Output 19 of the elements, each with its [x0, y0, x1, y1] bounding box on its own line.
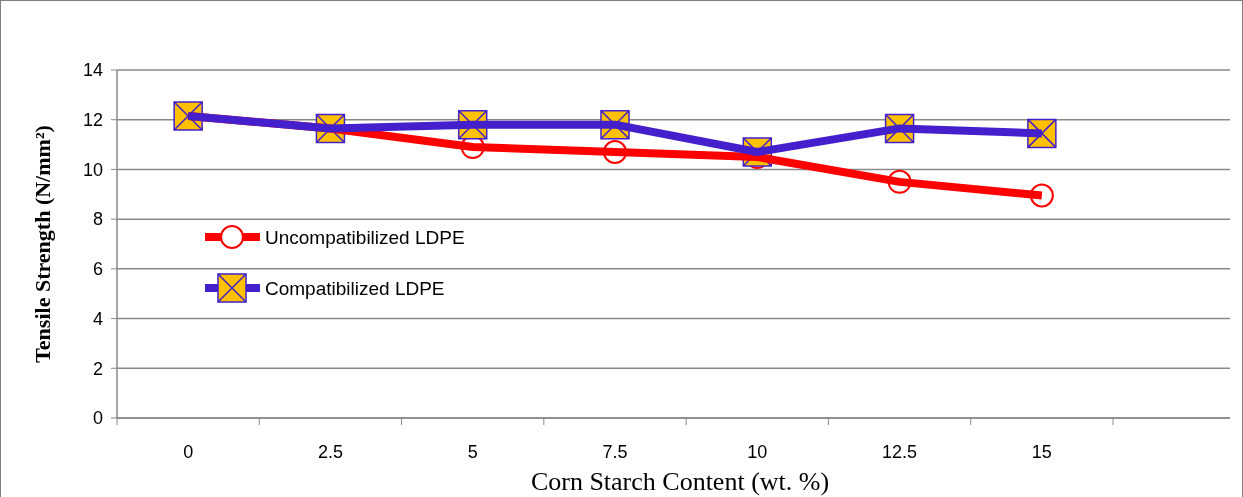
x-tick-label: 2.5	[317, 442, 343, 462]
x-axis-title: Corn Starch Content (wt. %)	[530, 467, 830, 496]
x-tick-label: 10	[747, 442, 768, 462]
legend-label: Uncompatibilized LDPE	[265, 226, 465, 248]
y-tick-label: 10	[82, 159, 103, 180]
x-tick-label: 5	[467, 442, 478, 462]
y-tick-label: 0	[92, 408, 103, 429]
y-tick-label: 2	[92, 358, 103, 379]
x-tick-label: 7.5	[602, 442, 628, 462]
y-tick-label: 14	[82, 60, 103, 81]
y-tick-label: 6	[92, 259, 103, 280]
x-tick-label: 12.5	[882, 442, 918, 462]
y-axis-title: Tensile Strength (N/mm²)	[30, 125, 55, 363]
y-tick-label: 4	[92, 308, 103, 329]
x-tick-label: 15	[1031, 442, 1052, 462]
y-tick-label: 8	[92, 209, 103, 230]
x-tick-label: 0	[183, 442, 194, 462]
y-tick-label: 12	[82, 110, 103, 131]
legend-label: Compatibilized LDPE	[265, 277, 445, 299]
